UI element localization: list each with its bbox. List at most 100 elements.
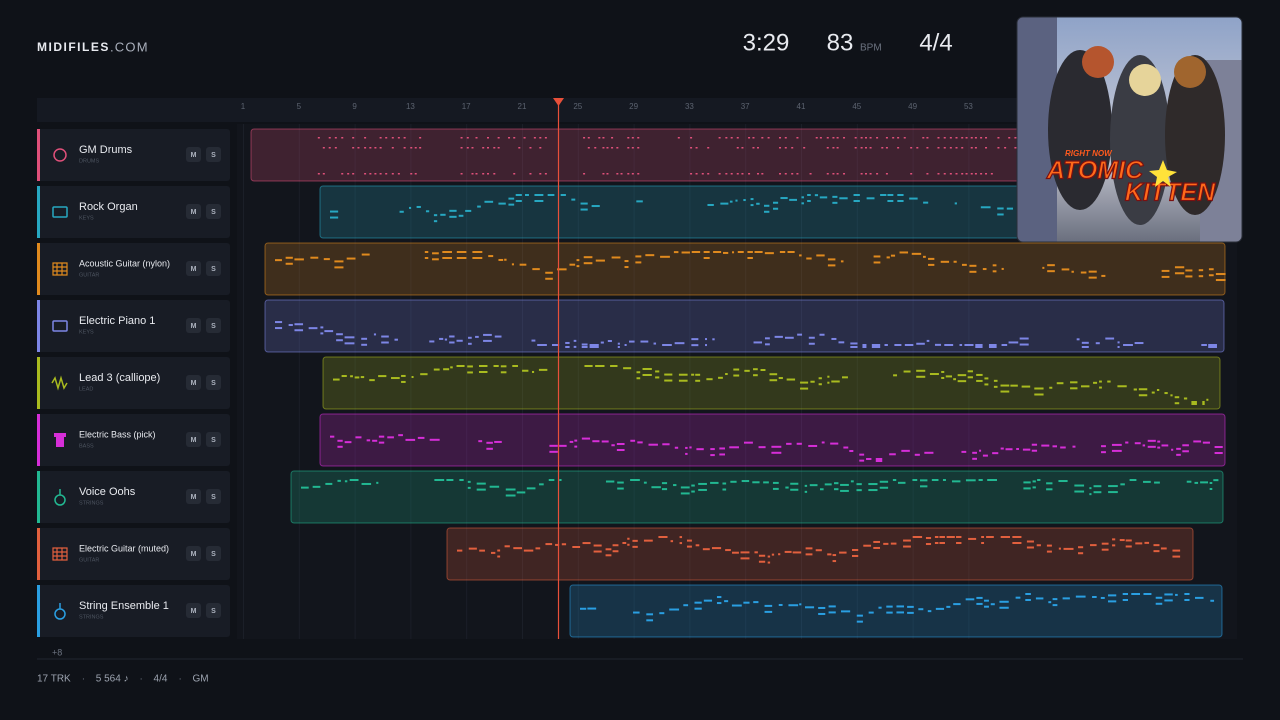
note [560, 194, 566, 196]
note [569, 263, 576, 266]
note [361, 343, 368, 346]
footer: 17 TRK · 5 564 ♪ · 4/4 · GM [37, 674, 209, 685]
solo-button[interactable] [206, 147, 221, 162]
mute-button[interactable] [186, 489, 201, 504]
note [1120, 483, 1125, 486]
note [379, 147, 382, 149]
mute-button[interactable] [186, 318, 201, 333]
mute-button[interactable] [186, 603, 201, 618]
note [724, 600, 729, 603]
note [330, 216, 339, 219]
note [809, 173, 812, 175]
note [879, 486, 889, 489]
track-list: GM Drums DRUMS M S Rock Organ KEYS M S Acoustic … [37, 129, 230, 637]
note [764, 337, 770, 340]
note [498, 202, 506, 205]
note [612, 550, 619, 553]
note [275, 321, 283, 324]
note [889, 453, 896, 456]
note [860, 147, 863, 149]
solo-button[interactable] [206, 546, 221, 561]
solo-button[interactable] [206, 261, 221, 276]
note [504, 545, 510, 548]
note [589, 344, 599, 346]
note [976, 596, 983, 599]
note [685, 452, 688, 455]
mute-button[interactable] [186, 546, 201, 561]
track-category: GUITAR [79, 272, 99, 278]
note [1164, 593, 1173, 596]
note [718, 376, 723, 379]
mute-button[interactable] [186, 375, 201, 390]
note [750, 204, 754, 207]
note [467, 365, 473, 368]
mute-label: M [191, 494, 197, 501]
note [804, 490, 808, 493]
track-category: STRINGS [79, 614, 104, 620]
note [1194, 596, 1204, 599]
solo-button[interactable] [206, 204, 221, 219]
note [912, 479, 918, 481]
mute-button[interactable] [186, 147, 201, 162]
ruler-label: 9 [352, 102, 357, 111]
note [761, 137, 764, 139]
note [471, 173, 474, 175]
solo-button[interactable] [206, 489, 221, 504]
note [1215, 279, 1226, 282]
note [561, 543, 567, 546]
solo-button[interactable] [206, 375, 221, 390]
note [1008, 341, 1019, 344]
mute-button[interactable] [186, 432, 201, 447]
note [985, 173, 988, 175]
note [967, 376, 973, 379]
note [674, 342, 685, 345]
note [832, 173, 835, 175]
note [605, 548, 612, 551]
note [378, 435, 385, 438]
track-category: LEAD [79, 386, 93, 392]
note [733, 374, 740, 377]
note [691, 484, 695, 487]
note [856, 489, 862, 492]
note [624, 260, 629, 263]
note [815, 549, 822, 552]
note [731, 604, 742, 607]
track-name: Electric Bass (pick) [79, 429, 156, 439]
note [324, 330, 334, 333]
note [903, 545, 911, 548]
mute-button[interactable] [186, 204, 201, 219]
note [646, 619, 654, 622]
note [801, 202, 804, 205]
note [926, 339, 930, 342]
note [796, 137, 799, 139]
solo-button[interactable] [206, 603, 221, 618]
solo-button[interactable] [206, 318, 221, 333]
note [997, 213, 1004, 216]
note [696, 448, 704, 451]
note [747, 257, 753, 259]
note [1176, 453, 1181, 456]
note [1080, 271, 1087, 274]
note [337, 439, 343, 442]
note [466, 147, 469, 149]
note [876, 137, 879, 139]
note [589, 346, 599, 348]
note [616, 443, 625, 446]
note [951, 480, 961, 483]
note [992, 270, 997, 273]
note [617, 481, 624, 484]
solo-button[interactable] [206, 432, 221, 447]
note [1001, 267, 1004, 270]
note [1000, 447, 1004, 450]
note [1129, 479, 1137, 481]
note [808, 444, 818, 447]
note [736, 173, 739, 175]
note [832, 147, 835, 149]
note [598, 137, 601, 139]
mute-button[interactable] [186, 261, 201, 276]
note [574, 445, 578, 448]
note [533, 137, 536, 139]
note [624, 266, 629, 269]
note [1061, 268, 1070, 271]
note [631, 137, 634, 139]
